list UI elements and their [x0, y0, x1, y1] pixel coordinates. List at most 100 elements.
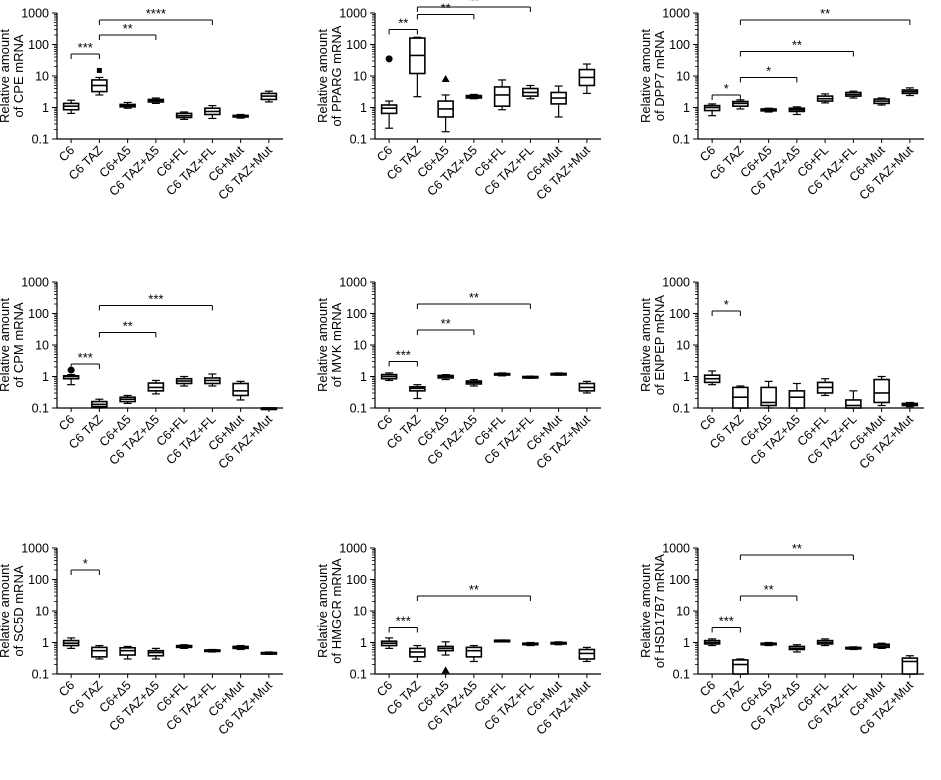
y-axis-label: Relative amountof PPARG mRNA [315, 25, 344, 126]
box [901, 657, 919, 675]
box-plot [703, 370, 721, 386]
significance-label: ** [792, 541, 802, 556]
chart-panel: Relative amountof CPM mRNA 0.1 1 10 100 1000 C… [0, 276, 283, 472]
y-axis-label: Relative amountof CPE mRNA [0, 29, 26, 123]
box-plot [901, 87, 919, 97]
box [873, 378, 890, 404]
box-plot [901, 655, 919, 675]
y-axis-label-line: Relative amount [638, 564, 653, 658]
box-plot [760, 107, 777, 113]
box [465, 646, 483, 658]
box [91, 646, 108, 658]
box-plot [845, 390, 862, 409]
x-tick-label: C6 [374, 678, 395, 699]
significance-bracket: *** [70, 40, 100, 59]
box-plot [260, 651, 278, 655]
y-axis-label-line: Relative amount [0, 564, 12, 658]
box-plot [62, 373, 80, 386]
chart-panel: Relative amountof HMGCR mRNA 0.1 1 10 100 100… [315, 542, 601, 738]
y-axis-label-line: Relative amount [638, 29, 653, 123]
box-plot [873, 97, 890, 106]
significance-bracket: *** [711, 613, 741, 633]
y-tick-label: 1 [683, 101, 690, 115]
box-plot [232, 380, 249, 401]
significance-label: *** [78, 40, 93, 55]
x-tick-label: C6 [374, 143, 395, 164]
y-tick-label: 1 [360, 636, 367, 650]
box-plot [409, 384, 426, 400]
x-tick-label: C6 [56, 143, 77, 164]
significance-bracket: ** [739, 582, 798, 601]
y-axis-label-line: Relative amount [315, 29, 330, 123]
box-plot [380, 100, 398, 129]
significance-label: ** [469, 582, 479, 597]
significance-label: ** [792, 37, 802, 52]
box-plot [760, 641, 777, 647]
y-tick-label: 100 [346, 307, 367, 321]
y-axis-label: Relative amountof ENPEP mRNA [638, 295, 667, 396]
y-tick-label: 0.1 [673, 402, 690, 416]
y-tick-label: 100 [669, 38, 690, 52]
significance-label: ** [764, 582, 774, 597]
box-plot [788, 382, 806, 409]
y-axis-label-line: Relative amount [638, 298, 653, 392]
box-plot [732, 385, 749, 409]
y-tick-label: 1000 [339, 276, 367, 290]
box-plot [91, 644, 108, 660]
box-plot [522, 641, 539, 647]
significance-label: **** [146, 6, 166, 21]
box-plot [119, 101, 136, 109]
box-plot [493, 372, 511, 377]
y-tick-label: 1 [683, 636, 690, 650]
y-tick-label: 10 [35, 70, 49, 84]
y-tick-label: 100 [28, 38, 49, 52]
box-plot [232, 113, 249, 119]
box-plot [204, 104, 221, 120]
y-tick-label: 0.1 [32, 133, 49, 147]
significance-label: * [766, 63, 771, 78]
significance-label: *** [396, 613, 411, 628]
significance-bracket: * [70, 556, 100, 576]
y-axis-label-line: of PPARG mRNA [329, 25, 344, 126]
box-plot [703, 638, 721, 647]
box [380, 104, 398, 115]
box-plot [732, 99, 749, 110]
box-plot [788, 644, 806, 653]
y-tick-label: 10 [353, 70, 367, 84]
significance-label: ** [469, 0, 479, 8]
outlier-point [441, 75, 450, 83]
y-axis-label-line: of MVK mRNA [329, 302, 344, 387]
box-plot [380, 637, 398, 649]
box-plot [493, 79, 511, 111]
box-plot [845, 646, 862, 651]
y-axis-label: Relative amountof MVK mRNA [315, 298, 344, 392]
box-plot [175, 644, 193, 649]
y-tick-label: 10 [35, 339, 49, 353]
significance-bracket: ** [416, 316, 475, 335]
box-plot [522, 84, 539, 100]
significance-label: *** [78, 350, 93, 365]
y-tick-label: 100 [346, 38, 367, 52]
y-tick-label: 10 [35, 605, 49, 619]
box [788, 390, 806, 409]
box-plot [578, 646, 596, 663]
box-plot [703, 103, 721, 117]
y-axis-label: Relative amountof HMGCR mRNA [315, 558, 344, 664]
significance-label: * [83, 556, 88, 571]
x-tick-label: C6 [697, 412, 718, 433]
chart-panel: Relative amountof PPARG mRNA 0.1 1 10 100 100… [315, 0, 601, 203]
y-axis-label-line: of CPM mRNA [11, 302, 26, 388]
y-tick-label: 1 [42, 101, 49, 115]
y-tick-label: 0.1 [350, 133, 367, 147]
significance-label: ** [441, 0, 451, 15]
box-plot [816, 638, 834, 647]
y-tick-label: 1000 [662, 276, 690, 290]
y-tick-label: 1 [42, 370, 49, 384]
chart-panel: Relative amountof HSD17B7 mRNA 0.1 1 10 100 1… [638, 541, 924, 738]
y-tick-label: 10 [676, 339, 690, 353]
box-plot [816, 378, 834, 397]
significance-label: ** [441, 316, 451, 331]
box [232, 382, 249, 397]
significance-bracket: * [711, 81, 741, 100]
